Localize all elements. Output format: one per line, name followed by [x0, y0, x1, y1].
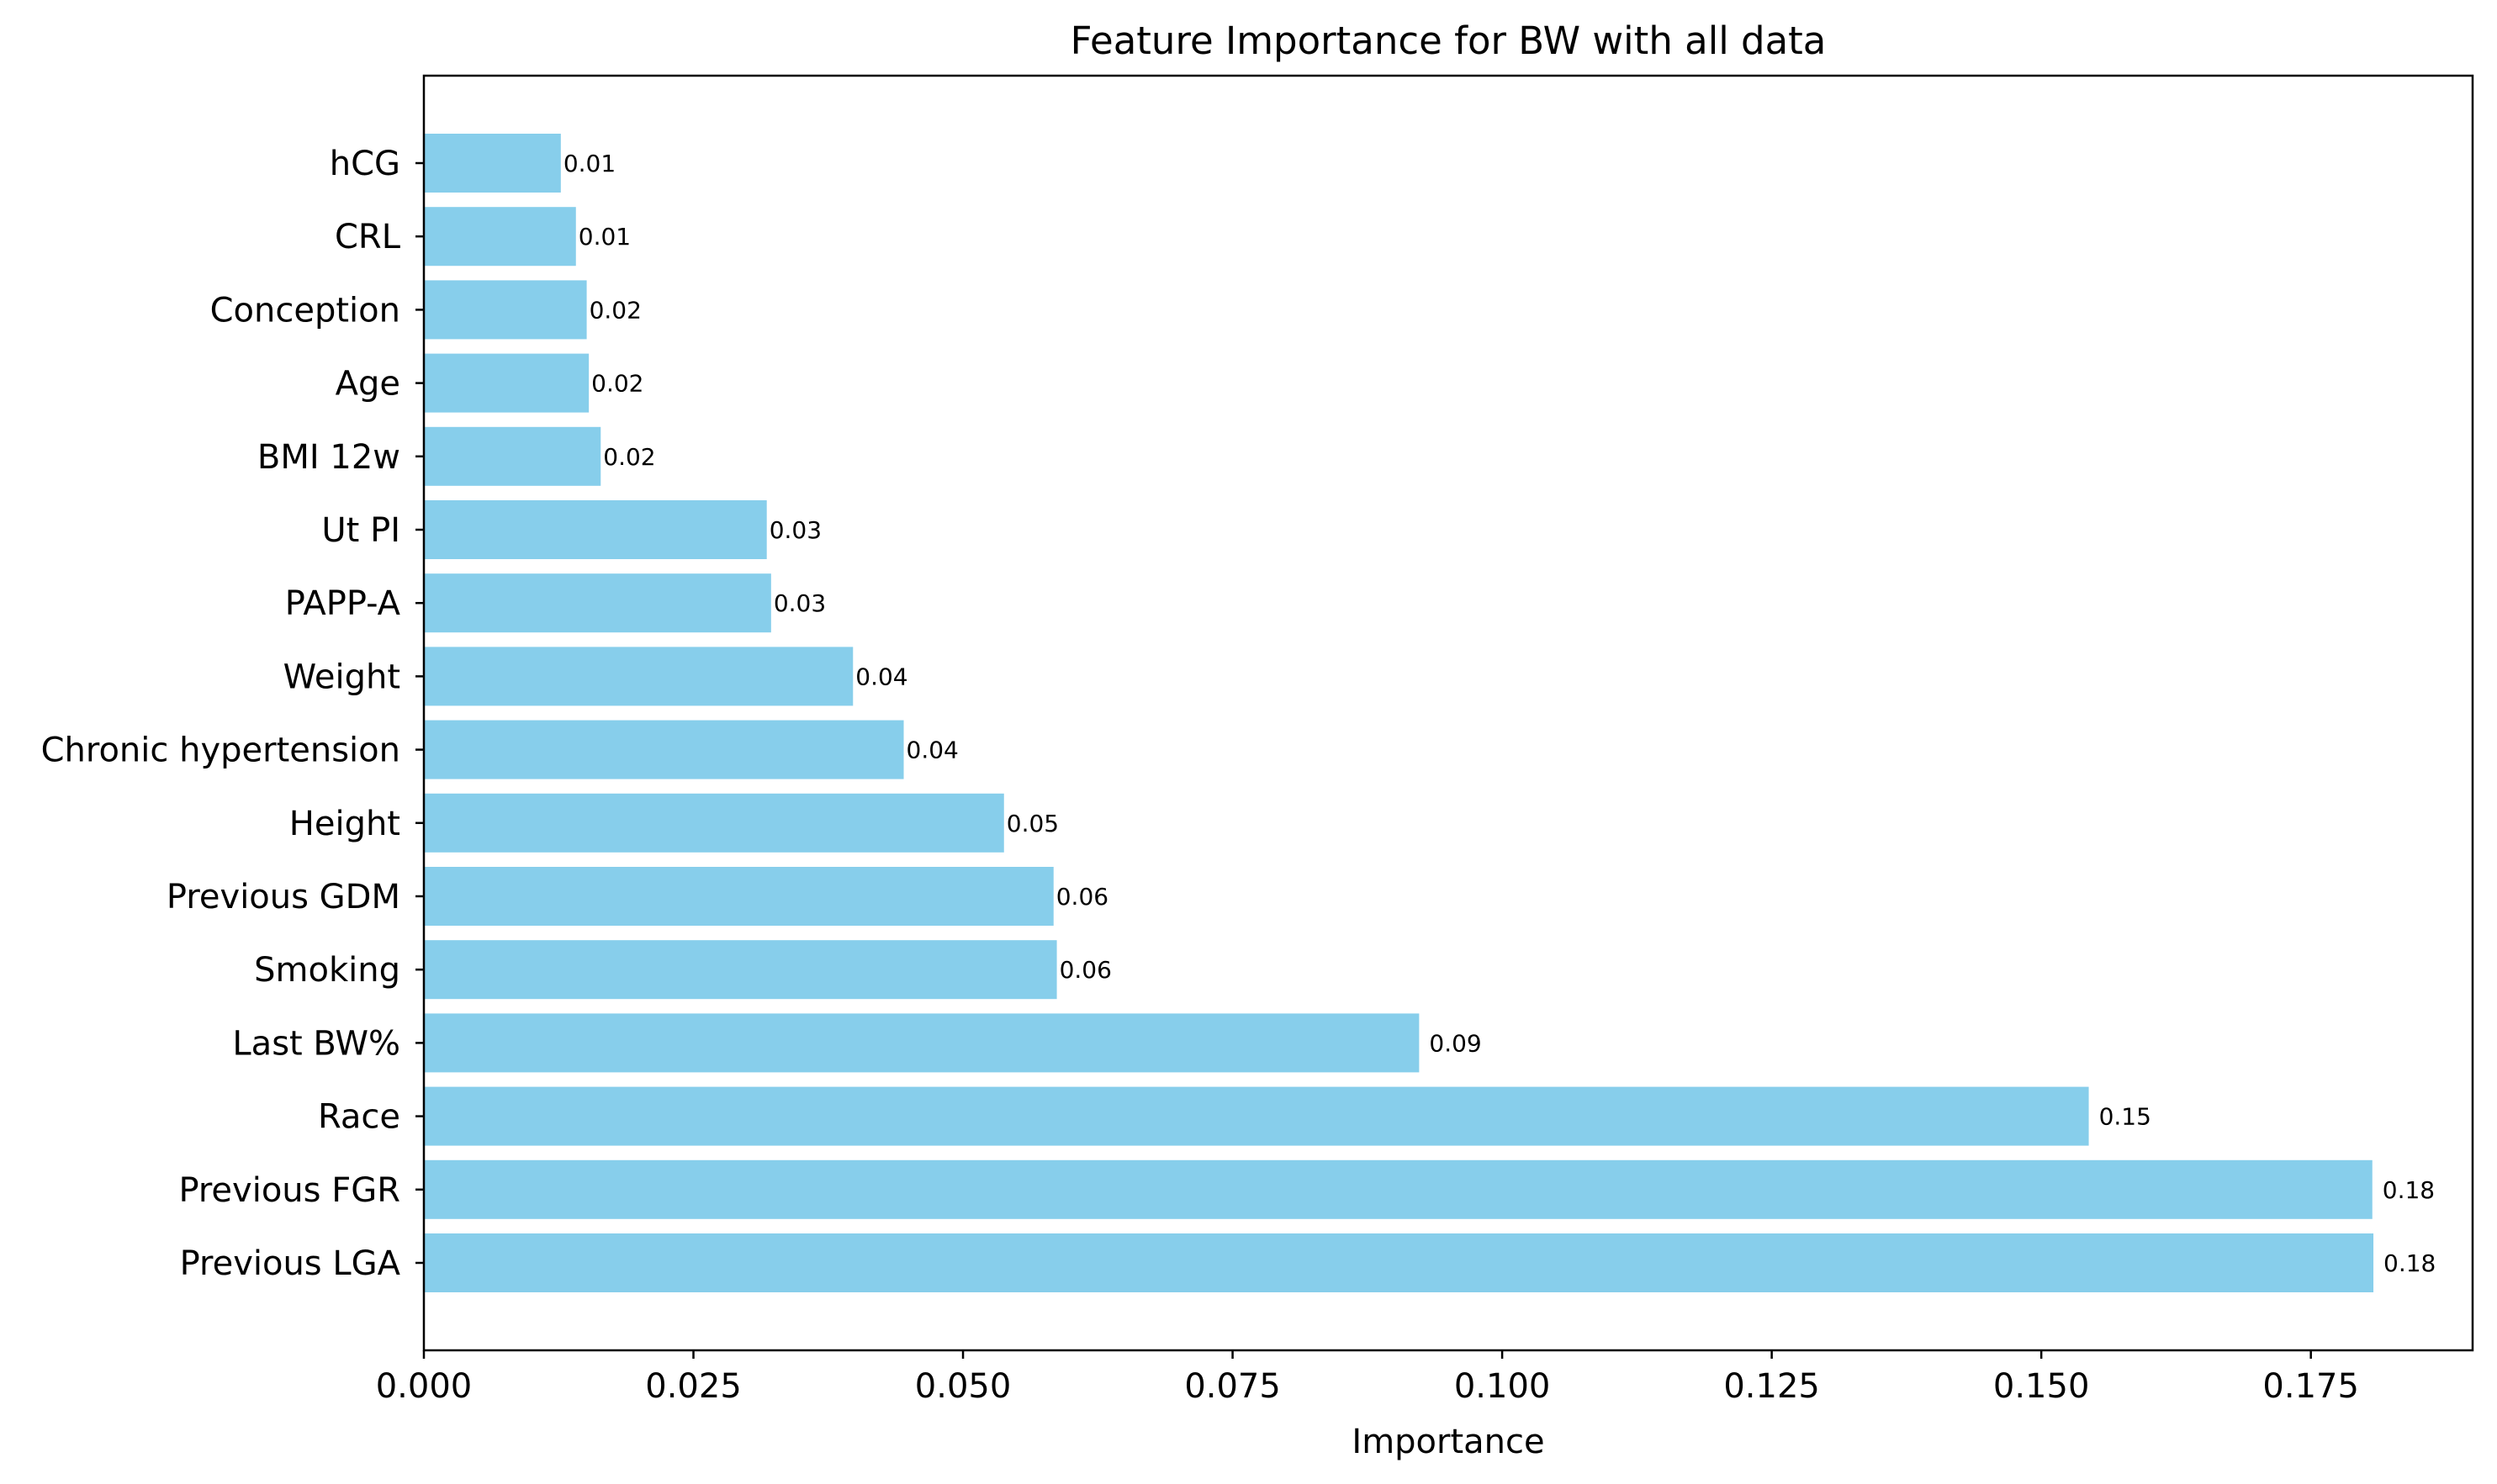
value-label-13: 0.15 [2099, 1103, 2151, 1131]
y-tick-label-5: Ut PI [321, 511, 400, 550]
value-label-1: 0.01 [579, 223, 631, 251]
bar-2 [424, 280, 587, 340]
bar-5 [424, 500, 767, 559]
bar-7 [424, 647, 854, 706]
bar-1 [424, 207, 576, 267]
bar-0 [424, 134, 561, 193]
y-tick-label-10: Previous GDM [167, 878, 400, 916]
value-label-0: 0.01 [563, 150, 616, 177]
y-tick-label-11: Smoking [254, 951, 400, 990]
x-tick-label-6: 0.150 [1993, 1367, 2090, 1406]
bar-8 [424, 720, 904, 779]
x-tick-label-2: 0.050 [915, 1367, 1012, 1406]
value-label-5: 0.03 [770, 516, 822, 544]
y-tick-label-2: Conception [210, 291, 400, 330]
bar-11 [424, 940, 1057, 1000]
x-tick-label-4: 0.100 [1454, 1367, 1551, 1406]
x-axis-title: Importance [1352, 1423, 1544, 1461]
y-axis: hCG CRL Conception Age BMI 12w Ut PI PAPP-A Wei… [41, 145, 424, 1283]
x-tick-label-3: 0.075 [1184, 1367, 1281, 1406]
x-tick-label-7: 0.175 [2262, 1367, 2359, 1406]
value-label-7: 0.04 [855, 663, 907, 690]
value-label-2: 0.02 [590, 296, 642, 324]
value-labels-group: 0.01 0.01 0.02 0.02 0.02 0.03 0.03 0.04 0.04 0.05… [563, 150, 2436, 1277]
value-label-3: 0.02 [591, 370, 643, 398]
x-tick-label-5: 0.125 [1723, 1367, 1820, 1406]
y-tick-label-0: hCG [330, 145, 400, 183]
value-label-9: 0.05 [1007, 810, 1059, 837]
value-label-15: 0.18 [2383, 1249, 2436, 1277]
value-label-6: 0.03 [774, 589, 826, 617]
y-tick-label-9: Height [289, 805, 400, 843]
y-tick-label-1: CRL [335, 218, 401, 256]
bar-10 [424, 867, 1054, 926]
x-tick-label-1: 0.025 [645, 1367, 742, 1406]
y-tick-label-15: Previous LGA [180, 1244, 401, 1283]
y-tick-label-6: PAPP-A [285, 584, 401, 623]
y-tick-label-8: Chronic hypertension [41, 731, 400, 770]
bar-4 [424, 426, 601, 486]
bar-14 [424, 1159, 2373, 1219]
y-tick-label-3: Age [336, 365, 400, 404]
bar-15 [424, 1233, 2374, 1292]
y-tick-label-13: Race [318, 1098, 400, 1137]
value-label-4: 0.02 [603, 443, 655, 471]
bar-9 [424, 793, 1004, 853]
value-label-14: 0.18 [2383, 1176, 2435, 1204]
x-axis: 0.000 0.025 0.050 0.075 0.100 0.125 0.150 0.175 [376, 1350, 2359, 1406]
bar-12 [424, 1013, 1420, 1073]
chart-title: Feature Importance for BW with all data [1071, 18, 1827, 63]
y-tick-label-7: Weight [283, 658, 400, 696]
bars-group [424, 134, 2374, 1292]
bar-3 [424, 353, 590, 413]
x-tick-label-0: 0.000 [376, 1367, 473, 1406]
value-label-8: 0.04 [907, 737, 959, 764]
bar-13 [424, 1086, 2089, 1146]
y-tick-label-4: BMI 12w [257, 438, 400, 477]
value-label-10: 0.06 [1056, 883, 1108, 911]
bar-6 [424, 573, 771, 633]
value-label-12: 0.09 [1429, 1029, 1481, 1057]
value-label-11: 0.06 [1060, 956, 1112, 984]
y-tick-label-12: Last BW% [232, 1024, 400, 1063]
y-tick-label-14: Previous FGR [178, 1171, 400, 1210]
plot-frame [422, 74, 2474, 1352]
